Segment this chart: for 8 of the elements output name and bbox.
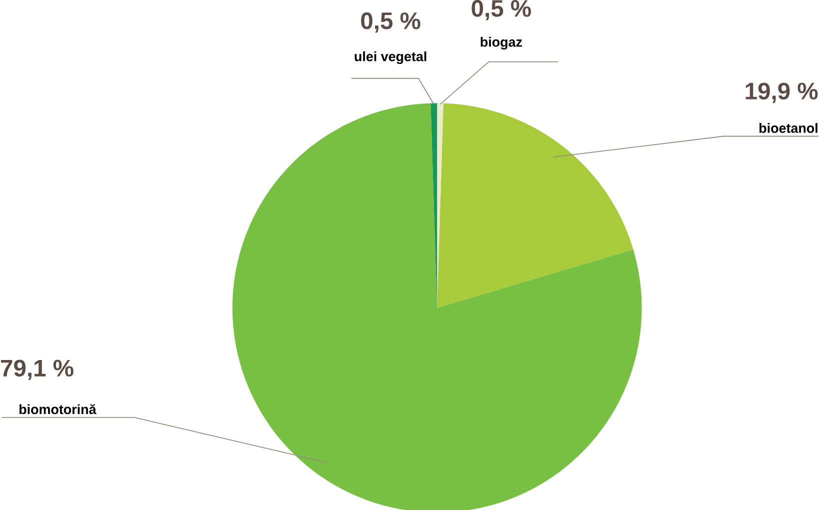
slice-label: ulei vegetal xyxy=(354,51,426,64)
slice-label: biomotorină xyxy=(20,404,96,414)
data-label: 0,5 % xyxy=(361,12,420,32)
data-label: 0,5 % xyxy=(472,0,531,20)
slice-label: biogaz xyxy=(480,36,522,50)
slice-label: bioetanol xyxy=(759,122,818,133)
data-label: 79,1 % xyxy=(1,360,74,380)
data-label: 19,9 % xyxy=(746,82,818,103)
